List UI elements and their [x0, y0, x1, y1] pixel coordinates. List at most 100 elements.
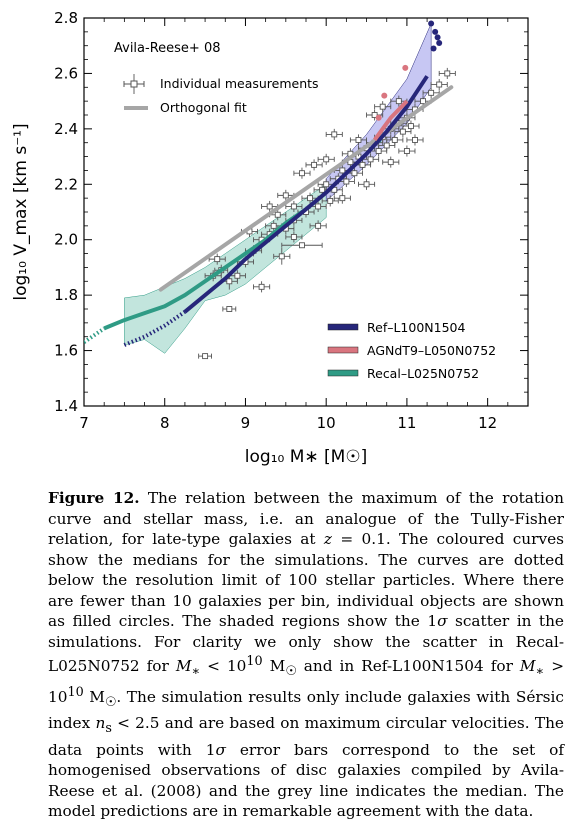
obs-marker: [379, 103, 386, 110]
observation-point: [430, 78, 448, 91]
obs-marker: [214, 256, 221, 263]
observation-point: [402, 120, 420, 132]
obs-marker: [343, 178, 350, 185]
legend-sim-swatch: [327, 323, 359, 331]
y-tick-label: 1.4: [54, 397, 78, 415]
observation-point: [273, 248, 291, 265]
obs-marker: [274, 211, 281, 218]
recal-median-solid: [103, 207, 308, 331]
obs-marker: [375, 148, 382, 154]
x-tick-label: 12: [478, 414, 497, 432]
observation-point: [438, 67, 456, 79]
obs-marker: [403, 148, 410, 154]
observation-point: [406, 134, 424, 146]
obs-marker: [420, 98, 427, 105]
obs-marker: [270, 222, 277, 229]
obs-marker: [278, 253, 285, 260]
observation-point: [321, 195, 339, 207]
observation-point: [293, 167, 311, 179]
agn-median-point: [402, 64, 409, 71]
ref-median-point: [428, 20, 435, 27]
median-curves: [84, 20, 443, 347]
ref-median-solid: [183, 75, 429, 314]
obs-marker: [307, 195, 313, 202]
obs-marker: [299, 242, 305, 249]
obs-marker: [428, 89, 435, 96]
x-axis-label: log₁₀ M∗ [M☉]: [245, 447, 367, 467]
y-tick-label: 2.6: [54, 64, 78, 82]
obs-marker: [359, 161, 366, 168]
obs-marker: [226, 278, 233, 285]
y-tick-label: 2.0: [54, 231, 78, 249]
legend-obs-label: Individual measurements: [160, 76, 319, 91]
legend: Avila-Reese+ 08 Individual measurements Or…: [114, 41, 496, 381]
observation-point: [281, 242, 323, 249]
legend-sim-label: AGNdT9–L050N0752: [367, 343, 496, 358]
observation-point: [325, 128, 343, 140]
obs-marker: [266, 203, 273, 210]
orthogonal-fit-group: [158, 85, 454, 292]
obs-marker: [258, 283, 265, 290]
observation-point: [386, 134, 404, 146]
observation-point: [382, 156, 400, 168]
y-tick-label: 2.4: [54, 120, 78, 138]
obs-marker: [226, 306, 233, 312]
legend-sim-swatch: [327, 346, 359, 354]
observation-point: [349, 134, 367, 146]
x-tick-label: 10: [317, 414, 336, 432]
x-tick-label: 7: [79, 414, 89, 432]
obs-marker: [323, 156, 330, 163]
obs-marker: [299, 170, 305, 177]
obs-marker: [399, 128, 406, 135]
figure-caption: Figure 12. The relation between the maxi…: [48, 489, 565, 821]
obs-marker: [363, 181, 370, 188]
obs-marker: [367, 156, 374, 163]
obs-marker: [311, 161, 318, 168]
obs-marker: [395, 98, 402, 105]
y-tick-label: 1.6: [54, 342, 78, 360]
obs-marker: [412, 136, 418, 143]
observation-point: [309, 200, 327, 212]
observation-point: [358, 178, 376, 190]
obs-marker: [436, 81, 443, 88]
observation-point: [333, 192, 351, 204]
observation-point: [398, 145, 416, 157]
obs-marker: [339, 195, 346, 202]
obs-marker: [351, 170, 358, 177]
obs-marker: [339, 167, 346, 174]
observation-point: [285, 231, 303, 243]
observation-point: [305, 159, 323, 171]
obs-marker: [315, 222, 322, 229]
obs-marker: [355, 136, 362, 143]
observation-point: [208, 253, 226, 265]
y-tick-label: 1.8: [54, 286, 78, 304]
orthogonal-fit-line: [158, 85, 454, 292]
obs-marker: [387, 159, 394, 166]
observation-point: [198, 353, 212, 360]
obs-marker: [391, 136, 398, 143]
ref-median-dotted: [123, 310, 187, 347]
obs-marker: [371, 112, 378, 118]
observation-point: [261, 200, 279, 212]
obs-marker: [407, 123, 414, 130]
legend-title: Avila-Reese+ 08: [114, 41, 221, 56]
obs-marker: [282, 192, 289, 199]
agn-median-point: [375, 114, 382, 121]
ref-median-point: [436, 39, 443, 46]
observation-point: [422, 87, 440, 99]
agn-median-point: [381, 92, 388, 99]
obs-marker: [290, 203, 297, 210]
observation-point: [374, 101, 392, 113]
legend-fit-label: Orthogonal fit: [160, 100, 247, 115]
ref-median-point: [432, 28, 439, 35]
obs-marker: [323, 181, 330, 188]
legend-sim-swatch: [327, 369, 359, 377]
obs-marker: [327, 197, 334, 204]
y-axis-label: log₁₀ V_max [km s⁻¹]: [11, 123, 31, 300]
observation-point: [366, 109, 384, 121]
observation-point: [253, 281, 271, 293]
observation-point: [222, 306, 237, 312]
recal-median-dotted: [84, 326, 106, 344]
legend-obs-marker: [130, 80, 138, 88]
obs-marker: [234, 272, 241, 279]
